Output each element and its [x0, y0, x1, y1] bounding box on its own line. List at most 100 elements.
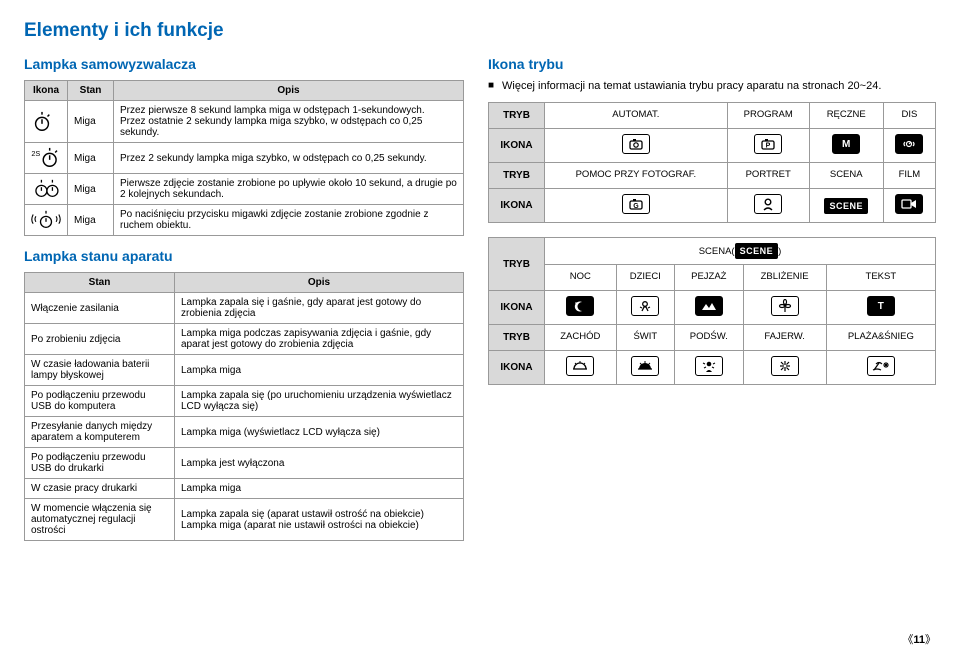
mode-label: AUTOMAT. [545, 103, 728, 129]
table-row: W czasie ładowania baterii lampy błyskow… [25, 355, 464, 386]
mode-label: PORTRET [727, 163, 809, 189]
status-desc: Lampka miga podczas zapisywania zdjęcia … [175, 324, 464, 355]
scene-label: TEKST [826, 265, 935, 291]
auto-icon [545, 129, 728, 163]
status-state: Po podłączeniu przewodu USB do drukarki [25, 448, 175, 479]
svg-text:G: G [633, 203, 639, 210]
selftimer-desc: Po naciśnięciu przycisku migawki zdjęcie… [114, 205, 464, 236]
svg-text:P: P [766, 143, 771, 150]
backlight-icon [675, 351, 744, 385]
status-col-state: Stan [25, 273, 175, 293]
movie-icon [883, 189, 935, 223]
page-title: Elementy i ich funkcje [24, 20, 936, 42]
scene-suffix: ) [778, 246, 781, 257]
status-state: W momencie włączenia się automatycznej r… [25, 499, 175, 541]
selftimer-icon-10s [25, 101, 68, 143]
status-desc: Lampka miga [175, 355, 464, 386]
status-state: W czasie ładowania baterii lampy błyskow… [25, 355, 175, 386]
night-icon [545, 291, 617, 325]
mode-label: RĘCZNE [809, 103, 883, 129]
status-state: Po podłączeniu przewodu USB do komputera [25, 386, 175, 417]
fireworks-icon [743, 351, 826, 385]
selftimer-col-state: Stan [68, 81, 114, 101]
status-state: Włączenie zasilania [25, 293, 175, 324]
scene-label: PLAŻA&ŚNIEG [826, 325, 935, 351]
table-row: Przesyłanie danych między aparatem a kom… [25, 417, 464, 448]
mode-row-label: TRYB [489, 103, 545, 129]
sunset-icon [545, 351, 617, 385]
selftimer-state: Miga [68, 174, 114, 205]
status-state: W czasie pracy drukarki [25, 479, 175, 499]
mode-row-label: TRYB [489, 325, 545, 351]
selftimer-desc: Przez 2 sekundy lampka miga szybko, w od… [114, 143, 464, 174]
beach-snow-icon [826, 351, 935, 385]
mode-label: POMOC PRZY FOTOGRAF. [545, 163, 728, 189]
status-desc: Lampka zapala się (aparat ustawił ostroś… [175, 499, 464, 541]
table-row: Miga Przez pierwsze 8 sekund lampka miga… [25, 101, 464, 143]
scene-label: FAJERW. [743, 325, 826, 351]
selftimer-desc: Przez pierwsze 8 sekund lampka miga w od… [114, 101, 464, 143]
table-row: Po podłączeniu przewodu USB do komputera… [25, 386, 464, 417]
mode-table-1: TRYB AUTOMAT. PROGRAM RĘCZNE DIS IKONA P… [488, 102, 936, 223]
selftimer-table: Ikona Stan Opis Miga Przez pierwsze 8 se… [24, 80, 464, 236]
closeup-icon [743, 291, 826, 325]
scene-label: PEJZAŻ [675, 265, 744, 291]
mode-note: Więcej informacji na temat ustawiania tr… [488, 80, 936, 92]
mode-row-label: TRYB [489, 238, 545, 291]
scene-label: ZBLIŻENIE [743, 265, 826, 291]
landscape-icon [675, 291, 744, 325]
section-selftimer-title: Lampka samowyzwalacza [24, 56, 464, 72]
status-desc: Lampka jest wyłączona [175, 448, 464, 479]
table-row: Miga Pierwsze zdjęcie zostanie zrobione … [25, 174, 464, 205]
status-state: Przesyłanie danych między aparatem a kom… [25, 417, 175, 448]
mode-row-label: TRYB [489, 163, 545, 189]
status-desc: Lampka zapala się i gaśnie, gdy aparat j… [175, 293, 464, 324]
scene-prefix: SCENA( [699, 246, 735, 257]
selftimer-icon-double [25, 174, 68, 205]
manual-icon: M [809, 129, 883, 163]
selftimer-desc: Pierwsze zdjęcie zostanie zrobione po up… [114, 174, 464, 205]
mode-icon-label: IKONA [489, 129, 545, 163]
dis-icon [883, 129, 935, 163]
scene-table: TRYB SCENA(SCENE) NOC DZIECI PEJZAŻ ZBLI… [488, 237, 936, 385]
scene-label: DZIECI [616, 265, 674, 291]
selftimer-state: Miga [68, 101, 114, 143]
table-row: W momencie włączenia się automatycznej r… [25, 499, 464, 541]
status-desc: Lampka miga (wyświetlacz LCD wyłącza się… [175, 417, 464, 448]
dawn-icon [616, 351, 674, 385]
program-icon: P [727, 129, 809, 163]
selftimer-col-icon: Ikona [25, 81, 68, 101]
mode-label: SCENA [809, 163, 883, 189]
scene-label: NOC [545, 265, 617, 291]
table-row: Po podłączeniu przewodu USB do drukarkiL… [25, 448, 464, 479]
selftimer-state: Miga [68, 143, 114, 174]
mode-label: DIS [883, 103, 935, 129]
children-icon [616, 291, 674, 325]
status-state: Po zrobieniu zdjęcia [25, 324, 175, 355]
mode-label: PROGRAM [727, 103, 809, 129]
help-icon: G [545, 189, 728, 223]
scene-header: SCENA(SCENE) [545, 238, 936, 265]
status-col-desc: Opis [175, 273, 464, 293]
table-row: W czasie pracy drukarkiLampka miga [25, 479, 464, 499]
page-number: 《11》 [902, 631, 936, 647]
status-table: Stan Opis Włączenie zasilaniaLampka zapa… [24, 272, 464, 541]
mode-label: FILM [883, 163, 935, 189]
scene-box-label: SCENE [735, 243, 779, 259]
table-row: Po zrobieniu zdjęciaLampka miga podczas … [25, 324, 464, 355]
table-row: 2S Miga Przez 2 sekundy lampka miga szyb… [25, 143, 464, 174]
mode-icon-label: IKONA [489, 291, 545, 325]
table-row: Miga Po naciśnięciu przycisku migawki zd… [25, 205, 464, 236]
svg-text:2S: 2S [31, 149, 40, 158]
selftimer-icon-motion [25, 205, 68, 236]
text-icon: T [826, 291, 935, 325]
table-row: Włączenie zasilaniaLampka zapala się i g… [25, 293, 464, 324]
portrait-icon [727, 189, 809, 223]
scene-label: ŚWIT [616, 325, 674, 351]
status-desc: Lampka zapala się (po uruchomieniu urząd… [175, 386, 464, 417]
selftimer-col-desc: Opis [114, 81, 464, 101]
mode-icon-label: IKONA [489, 189, 545, 223]
status-desc: Lampka miga [175, 479, 464, 499]
scene-icon: SCENE [809, 189, 883, 223]
scene-label: ZACHÓD [545, 325, 617, 351]
